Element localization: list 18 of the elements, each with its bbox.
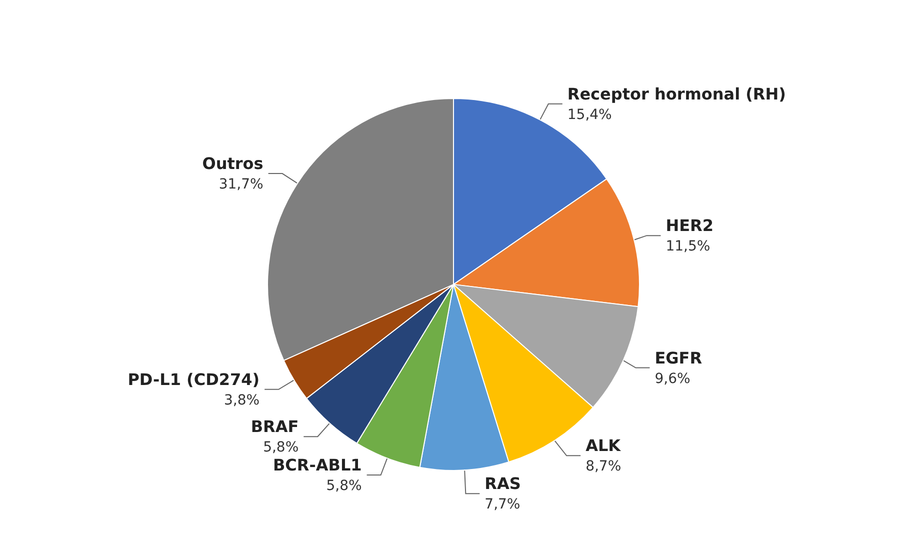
data-label: 5,8% (263, 440, 299, 456)
slice-label: PD-L1 (CD274) (128, 370, 260, 389)
data-label: 7,7% (484, 496, 520, 513)
data-label: 3,8% (224, 392, 260, 408)
data-label: 8,7% (586, 458, 622, 475)
slice-label: EGFR (654, 348, 702, 368)
slice-label: ALK (586, 436, 622, 456)
data-label: 11,5% (666, 238, 710, 255)
data-label: 5,8% (326, 478, 362, 494)
slice-label: Receptor hormonal (RH) (567, 84, 786, 104)
slice-label: HER2 (666, 216, 714, 236)
data-label: 9,6% (654, 370, 690, 387)
slice-label: RAS (484, 474, 521, 494)
slice-label: BCR-ABL1 (272, 456, 362, 475)
data-label: 31,7% (218, 176, 264, 193)
slice-label: BRAF (250, 417, 299, 436)
data-label: 15,4% (567, 106, 612, 123)
slice-label: Outros (202, 154, 264, 174)
